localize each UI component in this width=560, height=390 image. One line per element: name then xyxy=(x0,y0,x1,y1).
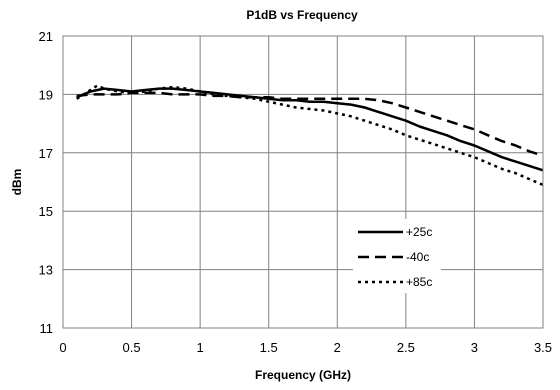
y-tick-label: 19 xyxy=(39,87,53,102)
x-tick-label: 3.5 xyxy=(534,340,552,355)
y-axis-label: dBm xyxy=(10,169,24,196)
x-tick-labels: 0 0.5 1 1.5 2 2.5 3 3.5 xyxy=(59,340,552,355)
legend-label: -40c xyxy=(406,250,429,264)
y-tick-label: 13 xyxy=(39,263,53,278)
plot-frame xyxy=(62,35,544,329)
x-tick-label: 2 xyxy=(334,340,341,355)
x-tick-label: 2.5 xyxy=(397,340,415,355)
x-axis-label: Frequency (GHz) xyxy=(255,368,351,382)
x-tick-label: 1 xyxy=(197,340,204,355)
legend-label: +85c xyxy=(406,275,432,289)
y-tick-label: 11 xyxy=(40,321,54,336)
x-tick-label: 0.5 xyxy=(123,340,141,355)
y-tick-label: 21 xyxy=(39,29,53,44)
y-tick-labels: 11 13 15 17 19 21 xyxy=(39,29,53,336)
y-tick-label: 17 xyxy=(39,146,53,161)
chart-title: P1dB vs Frequency xyxy=(246,8,358,22)
x-tick-label: 0 xyxy=(59,340,66,355)
y-tick-label: 15 xyxy=(39,204,53,219)
legend: +25c -40c +85c xyxy=(353,219,441,293)
series-line-3 xyxy=(76,84,544,187)
legend-label: +25c xyxy=(406,225,432,239)
series-line-1 xyxy=(76,87,544,172)
x-tick-label: 1.5 xyxy=(260,340,278,355)
series-line-2 xyxy=(76,91,544,157)
series-group xyxy=(76,84,544,187)
x-tick-label: 3 xyxy=(471,340,478,355)
grid xyxy=(63,36,543,328)
